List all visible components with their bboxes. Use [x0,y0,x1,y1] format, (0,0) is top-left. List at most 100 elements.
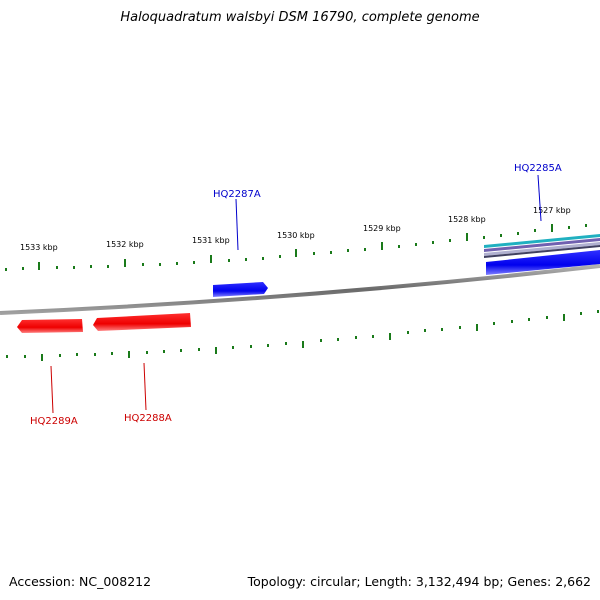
outer-minor-tick [534,229,536,232]
inner-minor-tick [493,322,495,325]
forward-genes[interactable] [213,250,600,297]
genome-summary: Topology: circular; Length: 3,132,494 bp… [247,574,591,589]
outer-minor-tick [107,265,109,268]
inner-minor-tick [198,348,200,351]
outer-minor-tick [176,262,178,265]
genome-backbone [0,264,600,315]
inner-minor-tick [111,352,113,355]
inner-major-tick [563,314,565,321]
outer-minor-tick [5,268,7,271]
outer-minor-tick [364,248,366,251]
inner-minor-tick [163,350,165,353]
outer-minor-tick [193,261,195,264]
inner-minor-tick [511,320,513,323]
inner-major-tick [41,354,43,361]
outer-minor-tick [262,257,264,260]
inner-minor-tick [528,318,530,321]
inner-minor-tick [407,331,409,334]
outer-minor-tick [245,258,247,261]
outer-minor-tick [22,267,24,270]
outer-minor-tick [415,243,417,246]
outer-major-tick [295,249,297,257]
inner-minor-tick [546,316,548,319]
outer-minor-tick [517,232,519,235]
accession-label: Accession: NC_008212 [9,574,152,589]
inner-minor-tick [597,310,599,313]
gene-label-hq2287a[interactable]: HQ2287A [213,189,261,200]
outer-minor-tick [313,252,315,255]
outer-minor-tick [73,266,75,269]
outer-scale [5,224,587,271]
outer-major-tick [466,233,468,241]
gene-label-hq2288a[interactable]: HQ2288A [124,413,172,424]
gene-label-hq2285a[interactable]: HQ2285A [514,163,562,174]
outer-minor-tick [449,239,451,242]
inner-minor-tick [180,349,182,352]
inner-minor-tick [285,342,287,345]
outer-minor-tick [330,251,332,254]
reverse-genes[interactable] [17,313,191,333]
outer-minor-tick [398,245,400,248]
gene-arrow-hq2289a[interactable] [17,319,83,333]
inner-minor-tick [76,353,78,356]
inner-minor-tick [250,345,252,348]
feature-band-gray [484,242,600,256]
feature-band-purple [484,238,600,252]
outer-minor-tick [568,226,570,229]
outer-minor-tick [228,259,230,262]
callout-line-hq2285a [537,174,542,222]
outer-minor-tick [279,255,281,258]
feature-band-dark [484,245,600,258]
scale-labels: 1533 kbp 1532 kbp 1531 kbp 1530 kbp 1529… [20,206,571,252]
callout-line-hq2289a [50,365,54,414]
outer-major-tick [551,224,553,232]
outer-minor-tick [432,241,434,244]
inner-major-tick [389,333,391,340]
feature-band-cyan [484,234,600,248]
outer-minor-tick [500,234,502,237]
outer-minor-tick [142,263,144,266]
inner-minor-tick [320,339,322,342]
gene-label-hq2289a[interactable]: HQ2289A [30,416,78,427]
scale-label: 1528 kbp [448,215,486,224]
callout-line-hq2288a [143,362,147,411]
scale-label: 1527 kbp [533,206,571,215]
inner-minor-tick [372,335,374,338]
map-title: Haloquadratum walsbyi DSM 16790, complet… [120,10,480,25]
scale-label: 1533 kbp [20,243,58,252]
outer-minor-tick [347,249,349,252]
outer-minor-tick [90,265,92,268]
outer-major-tick [38,262,40,270]
inner-scale [6,310,599,361]
inner-minor-tick [6,355,8,358]
inner-minor-tick [94,353,96,356]
gene-arrow-hq2287a[interactable] [213,282,268,297]
inner-minor-tick [59,354,61,357]
scale-label: 1531 kbp [192,236,230,245]
outer-major-tick [210,255,212,263]
inner-major-tick [128,351,130,358]
inner-minor-tick [337,338,339,341]
callout-line-hq2287a [235,198,239,251]
inner-minor-tick [580,312,582,315]
inner-major-tick [215,347,217,354]
scale-label: 1529 kbp [363,224,401,233]
scale-label: 1532 kbp [106,240,144,249]
inner-minor-tick [146,351,148,354]
scale-label: 1530 kbp [277,231,315,240]
outer-major-tick [381,242,383,250]
outer-minor-tick [483,236,485,239]
gene-arrow-hq2285a[interactable] [486,250,600,275]
feature-bands [484,234,600,258]
inner-minor-tick [232,346,234,349]
inner-minor-tick [441,328,443,331]
outer-minor-tick [159,263,161,266]
gene-arrow-hq2288a[interactable] [93,313,191,331]
inner-minor-tick [459,326,461,329]
outer-major-tick [124,259,126,267]
inner-minor-tick [424,329,426,332]
outer-minor-tick [585,224,587,227]
inner-major-tick [302,341,304,348]
inner-minor-tick [267,344,269,347]
